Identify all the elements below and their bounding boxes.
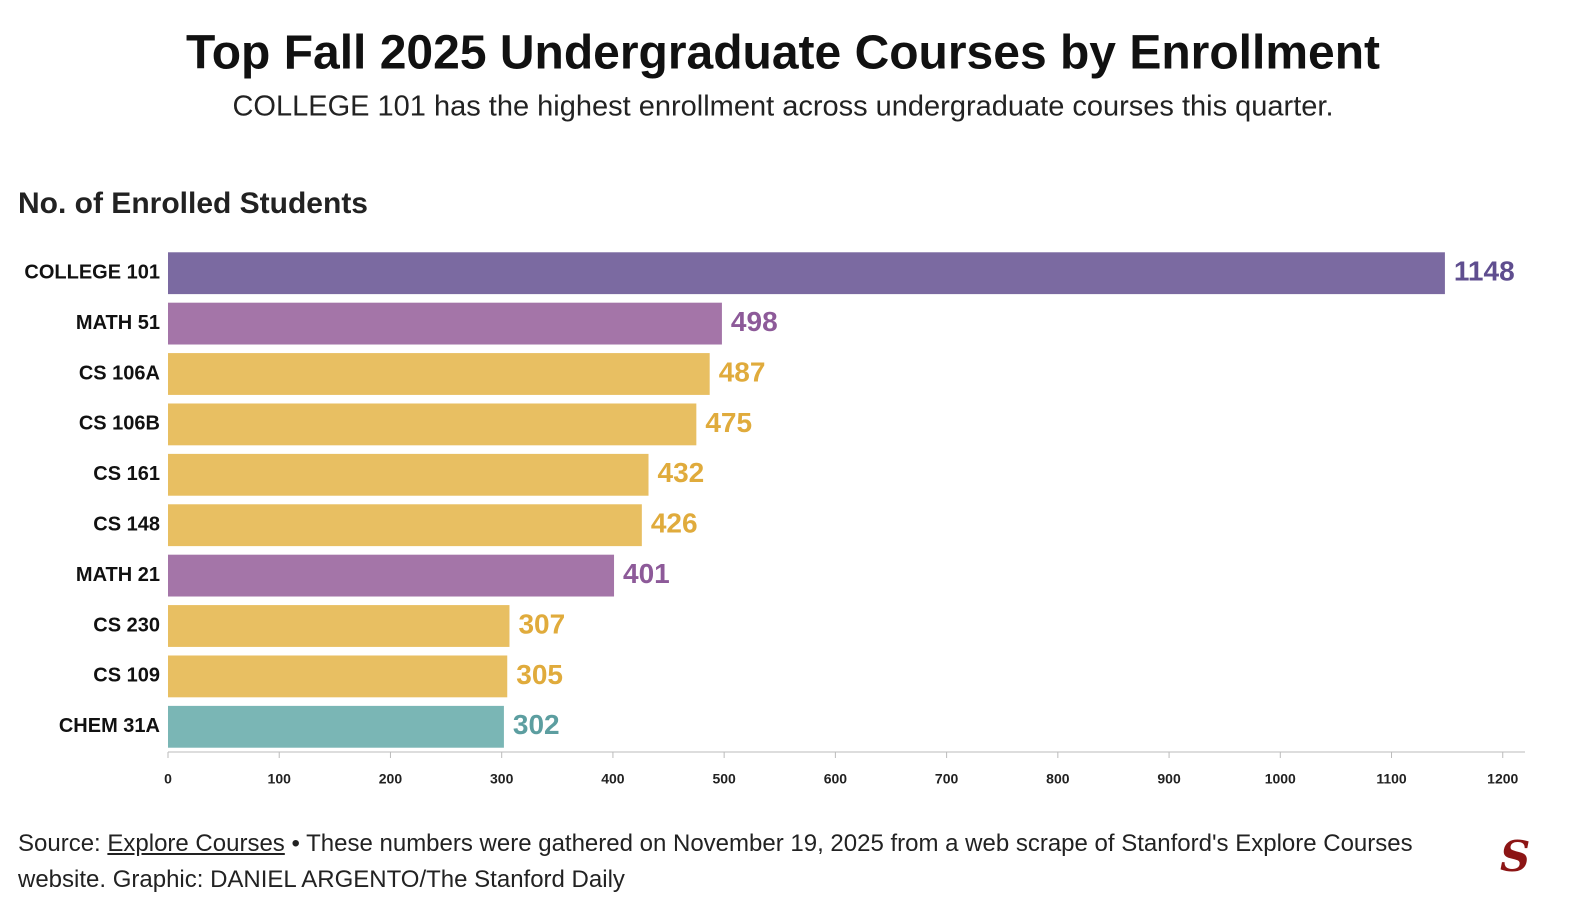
value-label: 487 [719,356,766,387]
x-tick-label: 200 [379,771,403,787]
bar [168,504,642,547]
bar [168,403,697,446]
value-label: 305 [516,659,563,690]
x-tick-label: 300 [490,771,514,787]
chart: Top Fall 2025 Undergraduate Courses by E… [18,27,1525,787]
bar [168,605,510,647]
chart-subtitle: COLLEGE 101 has the highest enrollment a… [232,91,1333,123]
bar [168,302,722,345]
y-tick-label: CS 109 [93,665,160,687]
logo: S [1500,832,1531,881]
value-label: 475 [705,407,752,438]
y-tick-label: CS 148 [93,513,160,535]
value-label: 426 [651,508,698,539]
bar [168,705,504,748]
x-tick-label: 800 [1046,771,1070,787]
bar [168,353,710,395]
y-tick-label: MATH 21 [76,564,160,586]
x-tick-label: 700 [935,771,959,787]
source-link[interactable]: Explore Courses [107,830,285,857]
chart-title: Top Fall 2025 Undergraduate Courses by E… [186,27,1380,80]
y-tick-label: COLLEGE 101 [24,261,160,283]
x-tick-label: 600 [824,771,848,787]
footer: Source: Explore Courses • These numbers … [18,826,1498,898]
bar [168,252,1445,295]
axis-title: No. of Enrolled Students [18,187,368,220]
y-tick-label: CS 161 [93,463,160,485]
x-tick-label: 500 [712,771,736,787]
value-label: 307 [518,608,565,639]
y-tick-label: CS 106B [79,413,160,435]
value-label: 498 [731,306,778,337]
y-tick-label: CS 106A [79,362,160,384]
x-tick-label: 100 [268,771,292,787]
x-tick-label: 1200 [1487,771,1518,787]
value-label: 1148 [1454,256,1515,287]
x-tick-label: 1100 [1376,771,1407,787]
value-label: 432 [658,457,705,488]
y-tick-label: MATH 51 [76,312,160,334]
bar [168,554,615,597]
y-tick-label: CHEM 31A [59,715,160,737]
y-tick-label: CS 230 [93,614,160,636]
source-note: • These numbers were gathered on Novembe… [18,830,1413,893]
value-label: 302 [513,709,560,740]
bar [168,655,508,698]
source-prefix: Source: [18,830,101,857]
x-tick-label: 0 [164,771,172,787]
x-tick-label: 1000 [1265,771,1296,787]
x-tick-label: 900 [1157,771,1181,787]
x-tick-label: 400 [601,771,625,787]
bar [168,453,649,496]
value-label: 401 [623,558,670,589]
